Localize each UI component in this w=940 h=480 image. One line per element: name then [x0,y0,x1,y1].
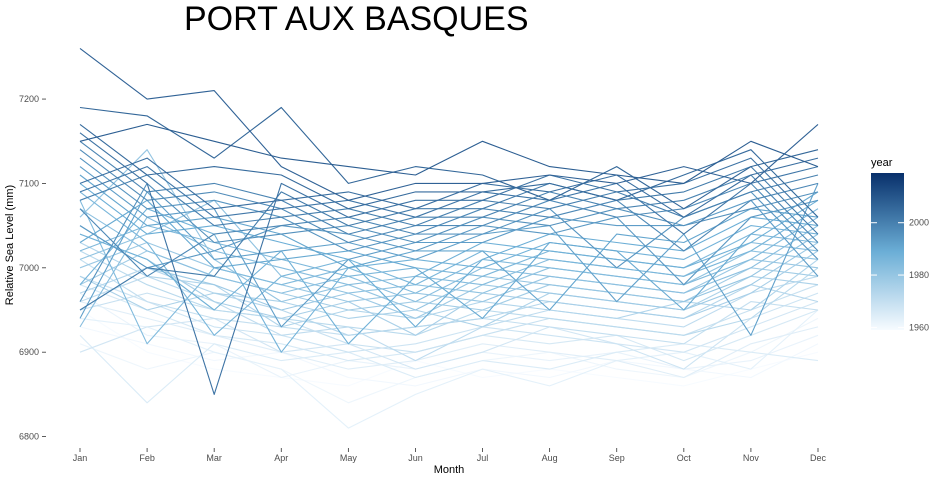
x-tick-label: Mar [206,453,222,463]
x-tick-label: Aug [542,453,558,463]
x-tick-label: Jun [408,453,423,463]
series-line-2006 [79,106,819,210]
legend-tick-label: 2000 [909,218,929,228]
x-tick-label: Dec [810,453,827,463]
series-line-1992 [79,183,819,336]
legend-tick-label: 1960 [909,322,929,332]
series-line-1996 [79,182,819,302]
series-line-2007 [79,47,819,201]
x-axis: Jan Feb Mar Apr May Jun Jul Aug Sep Oct Nov Dec [73,448,827,463]
y-tick-label: 7100 [19,178,39,188]
series-line-2002 [79,166,819,235]
series-line-1981 [79,199,819,294]
x-axis-title: Month [434,464,465,476]
x-tick-label: Feb [139,453,155,463]
series-line-1979 [79,241,819,303]
series-line-1987 [79,208,819,353]
series-line-2000 [79,174,819,227]
series-line-1999 [79,140,819,243]
y-axis-title: Relative Sea Level (mm) [4,185,16,305]
x-tick-label: Oct [677,453,692,463]
colorbar-legend: year 1960 1980 2000 [871,157,929,332]
series-line-1997 [79,149,819,252]
series-line-1983 [79,216,819,328]
x-tick-label: Jul [477,453,489,463]
series-line-1965 [79,334,819,404]
series-line-1976 [79,233,819,336]
series-line-1994 [79,199,819,286]
series-line-1964 [79,301,819,379]
y-tick-label: 7000 [19,263,39,273]
series-line-1998 [79,182,819,277]
series-lines [79,47,819,429]
series-line-2003 [79,132,819,395]
series-line-1991 [79,174,819,311]
series-line-2008 [79,123,819,184]
legend-tick-label: 1980 [909,270,929,280]
legend-title: year [871,157,893,169]
x-tick-label: Nov [743,453,760,463]
colorbar [871,173,904,330]
series-line-1975 [79,275,819,328]
y-tick-label: 6900 [19,347,39,357]
series-line-1984 [79,200,819,345]
series-line-1993 [79,166,819,328]
series-line-1973 [79,267,819,336]
chart-title: PORT AUX BASQUES [184,0,529,38]
series-line-2005 [79,123,819,218]
series-line-1988 [79,199,819,345]
series-line-1982 [79,208,819,303]
series-line-1978 [79,225,819,319]
y-tick-label: 6800 [19,432,39,442]
series-line-1971 [79,275,819,362]
series-line-2001 [79,166,819,311]
x-tick-label: Jan [73,453,88,463]
x-tick-label: May [340,453,358,463]
series-line-2004 [79,157,819,218]
series-line-1990 [79,191,819,319]
x-tick-label: Apr [274,453,288,463]
y-axis: 6800 6900 7000 7100 7200 [19,94,46,442]
series-line-1968 [79,275,819,370]
series-line-1986 [79,191,819,336]
x-tick-label: Sep [609,453,625,463]
series-line-1963 [79,309,819,429]
series-line-1974 [79,242,819,328]
y-tick-label: 7200 [19,94,39,104]
series-line-1985 [79,225,819,277]
